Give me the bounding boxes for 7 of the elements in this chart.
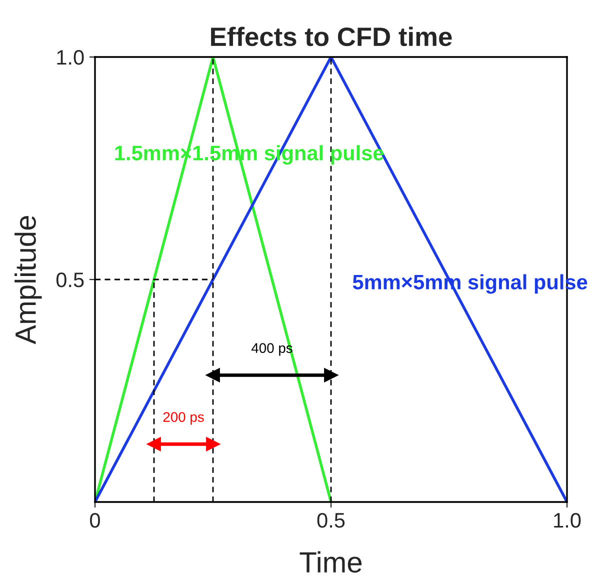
series-label: 200 ps [163, 412, 204, 425]
y-axis-title: Amplitude [14, 216, 42, 344]
chart-title: Effects to CFD time [211, 26, 452, 46]
x-tick-label: 0 [90, 512, 100, 528]
x-axis-title: Time [300, 551, 362, 573]
x-tick-label: 0.5 [317, 512, 345, 528]
x-tick-label: 1.0 [554, 512, 581, 528]
